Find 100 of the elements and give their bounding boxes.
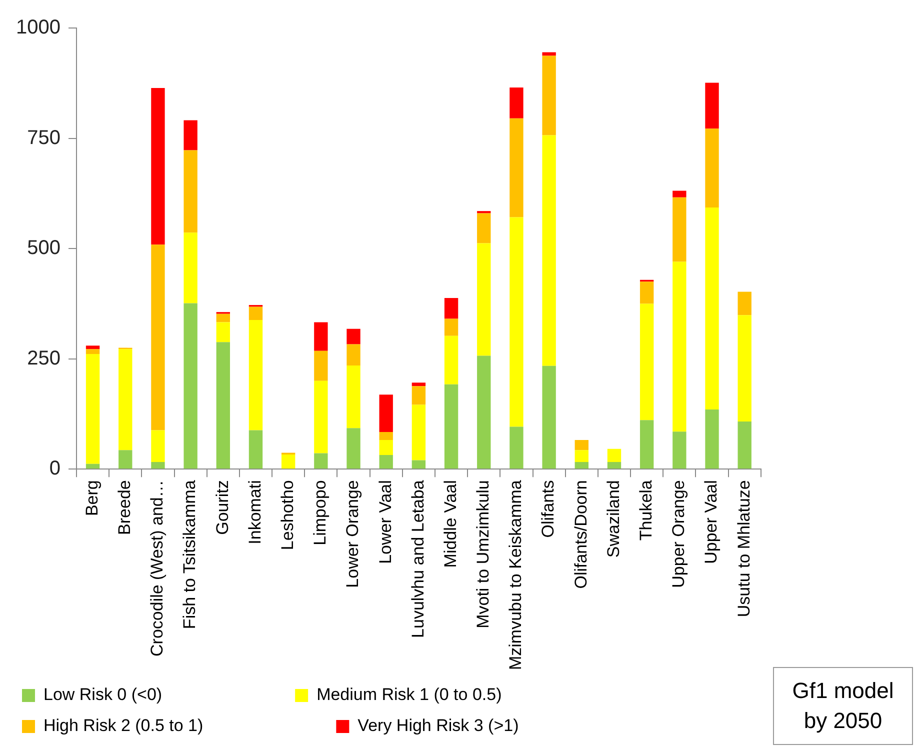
x-tick-label: Lower Vaal — [376, 480, 395, 564]
legend-label: Very High Risk 3 (>1) — [358, 716, 638, 736]
bar — [705, 128, 719, 208]
y-tick-label: 750 — [27, 126, 60, 149]
bar — [184, 150, 198, 233]
y-tick-label: 500 — [27, 237, 60, 260]
bar — [379, 432, 393, 440]
bar — [412, 382, 426, 386]
bar — [510, 426, 524, 469]
bar — [705, 410, 719, 469]
x-tick-label: Gouritz — [212, 480, 232, 535]
x-tick-label: Thukela — [636, 480, 656, 541]
bar — [118, 349, 132, 450]
x-tick-label: Mzimvubu to Keiskamma — [506, 480, 526, 670]
bar — [672, 197, 686, 262]
x-tick-label: Luvulvhu and Letaba — [408, 480, 428, 638]
bar — [412, 404, 426, 460]
x-tick-label: Fish to Tsitsikamma — [180, 480, 200, 630]
bar — [248, 306, 263, 320]
legend-label: Medium Risk 1 (0 to 0.5) — [316, 685, 621, 704]
x-tick-label: Olifants — [538, 480, 558, 538]
bar — [346, 365, 360, 428]
y-tick-label: 0 — [49, 458, 60, 480]
bar — [151, 244, 165, 430]
bar — [444, 298, 458, 319]
bar — [444, 336, 458, 384]
bar — [510, 88, 524, 118]
x-tick-label: Olifants/Doorn — [571, 480, 590, 589]
bar — [510, 118, 524, 218]
x-tick-label: Lower Orange — [343, 480, 362, 588]
bar — [86, 346, 100, 350]
bar — [738, 292, 752, 316]
bar — [314, 453, 328, 469]
bar — [672, 262, 686, 432]
bar — [738, 421, 752, 469]
bar — [216, 322, 230, 342]
bar — [314, 380, 328, 454]
x-tick-label: Limpopo — [310, 480, 330, 546]
bar — [477, 213, 491, 244]
bar — [640, 282, 654, 304]
bar — [444, 384, 458, 469]
text: Gf1 model by 2050 — [773, 667, 913, 745]
x-tick-label: Crocodile (West) and… — [148, 480, 167, 656]
bar — [574, 440, 588, 450]
bar — [216, 314, 230, 322]
bar — [412, 460, 426, 469]
bar — [151, 88, 165, 245]
bar — [640, 304, 654, 420]
bar — [118, 450, 132, 469]
bar — [314, 350, 328, 381]
bar — [248, 320, 263, 430]
bar — [574, 450, 588, 462]
bar — [542, 52, 556, 56]
x-tick-label: Leshotho — [278, 480, 298, 550]
legend-label: Low Risk 0 (<0) — [44, 685, 282, 704]
bar — [184, 120, 198, 150]
legend-label: High Risk 2 (0.5 to 1) — [44, 716, 322, 736]
bar — [672, 190, 686, 198]
bar — [216, 342, 230, 469]
bar — [281, 454, 296, 469]
bar — [379, 454, 393, 469]
x-tick-label: Breede — [115, 480, 134, 535]
bar — [346, 344, 360, 366]
y-tick-label: 250 — [27, 347, 60, 370]
bar — [477, 243, 491, 356]
bar — [346, 428, 360, 469]
x-tick-label: Upper Vaal — [702, 480, 721, 564]
bar — [379, 394, 393, 432]
bar — [314, 322, 328, 351]
bar — [86, 349, 100, 354]
bar — [510, 217, 524, 427]
x-tick-label: Berg — [82, 480, 102, 516]
bar — [151, 462, 165, 469]
bar — [607, 448, 622, 462]
bar — [477, 356, 491, 469]
bar — [672, 432, 686, 469]
x-tick-label: Inkomati — [245, 480, 264, 544]
bar — [184, 232, 198, 304]
bar — [705, 82, 719, 129]
bar — [640, 420, 654, 469]
bar — [346, 328, 360, 344]
bar — [542, 366, 556, 469]
bar — [379, 440, 393, 455]
bar — [574, 462, 588, 469]
x-tick-label: Middle Vaal — [440, 480, 460, 568]
x-tick-label: Usutu to Mhlatuze — [734, 480, 754, 618]
x-tick-label: Upper Orange — [669, 480, 688, 588]
bar — [86, 464, 100, 469]
bar — [542, 135, 556, 366]
bar — [607, 462, 622, 469]
bar — [248, 430, 263, 469]
bar — [738, 315, 752, 422]
bar — [444, 318, 458, 336]
bar — [412, 386, 426, 405]
bar — [542, 56, 556, 136]
y-tick-label: 1000 — [16, 16, 60, 39]
bar — [705, 208, 719, 410]
x-tick-label: Swaziland — [604, 480, 623, 558]
bar — [184, 303, 198, 469]
bar — [86, 354, 100, 464]
